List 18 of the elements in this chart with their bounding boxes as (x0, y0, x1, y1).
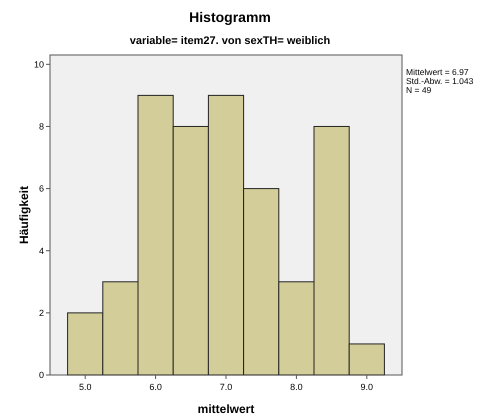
y-tick-label: 0 (38, 370, 44, 380)
text: Mittelwert = 6.97 (406, 67, 469, 77)
x-axis-title: mittelwert (198, 402, 254, 416)
x-tick-label: 9.0 (360, 382, 374, 392)
chart-subtitle: variable= item27. von sexTH= weiblich (130, 35, 331, 47)
y-axis-title: Häufigkeit (17, 186, 31, 244)
text: Std.-Abw. = 1.043 (406, 76, 474, 86)
x-tick-label: 6.0 (149, 382, 162, 392)
chart-title: Histogramm (189, 9, 271, 25)
x-tick-label: 8.0 (290, 382, 303, 392)
y-tick-label: 10 (34, 59, 44, 70)
x-tick-label: 7.0 (220, 382, 232, 392)
y-tick-label: 4 (38, 246, 44, 256)
text: N = 49 (406, 85, 432, 95)
y-tick-label: 8 (38, 122, 44, 132)
x-tick-label: 5.0 (78, 382, 92, 392)
y-tick-label: 6 (38, 184, 44, 194)
y-tick-label: 2 (38, 308, 44, 318)
